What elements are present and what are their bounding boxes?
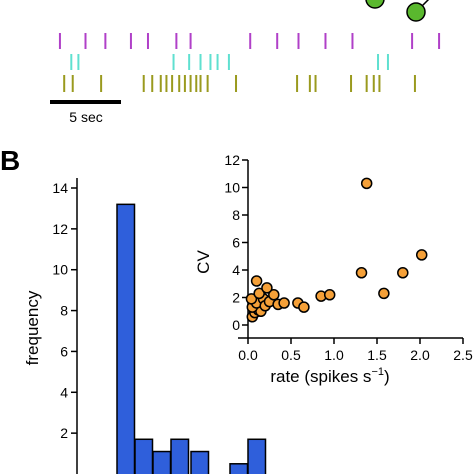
scatter-y-tick-label: 2 — [232, 290, 240, 306]
scatter-chart: 0 2 4 6 8 10 12 0.0 0.5 1.0 1.5 2.0 2.5 — [224, 152, 473, 363]
scatter-point — [268, 289, 280, 301]
scatter-x-tick-label: 2.5 — [453, 347, 473, 363]
scatter-point — [261, 282, 273, 294]
scatter-point — [415, 249, 428, 261]
scatter-y-tick-label: 0 — [232, 317, 240, 333]
histogram-y-tick-label: 10 — [52, 262, 68, 278]
spike-raster — [58, 33, 441, 92]
green-circle — [406, 2, 426, 22]
histogram-y-tick-label: 12 — [52, 221, 68, 237]
histogram-bar — [170, 438, 190, 474]
histogram-bar — [152, 450, 172, 474]
scatter-y-tick-label: 4 — [232, 262, 240, 278]
histogram-chart: 2 4 6 8 10 12 14 — [52, 178, 267, 474]
histogram-y-tick-label: 8 — [60, 303, 68, 319]
scatter-point — [360, 177, 373, 190]
histogram-bar — [134, 438, 154, 474]
histogram-y-tick-label: 4 — [60, 384, 68, 400]
histogram-y-label: frequency — [23, 290, 42, 365]
scatter-x-tick-label: 1.5 — [367, 347, 387, 363]
scatter-point — [253, 287, 265, 300]
scatter-x-tick-label: 2.0 — [410, 347, 430, 363]
scatter-point — [323, 289, 336, 301]
scatter-point — [378, 287, 390, 300]
histogram-bar — [229, 463, 249, 474]
histogram-y-tick-label: 14 — [52, 180, 68, 196]
scatter-x-label-exponent: −1 — [371, 366, 384, 378]
scatter-y-tick-label: 8 — [232, 207, 240, 223]
scatter-x-tick-label: 1.0 — [324, 347, 344, 363]
scatter-x-tick-label: 0.5 — [281, 347, 301, 363]
panel-label-b: B — [0, 145, 20, 176]
scatter-y-label: CV — [194, 250, 213, 274]
scatter-point — [397, 267, 409, 279]
histogram-bar — [247, 438, 267, 474]
histogram-bar — [190, 450, 210, 474]
scatter-x-label: rate (spikes s−1) — [270, 366, 389, 386]
scatter-point — [250, 275, 263, 287]
histogram-bar — [116, 203, 136, 474]
scatter-y-tick-label: 6 — [232, 235, 240, 251]
scatter-x-tick-label: 0.0 — [238, 347, 258, 363]
scale-bar-label: 5 sec — [69, 109, 102, 125]
scatter-point — [278, 297, 290, 309]
legend-circles — [365, 0, 430, 22]
green-circle — [365, 0, 385, 9]
scatter-y-tick-label: 10 — [224, 180, 240, 196]
histogram-y-tick-label: 2 — [60, 425, 68, 441]
scatter-y-tick-label: 12 — [224, 152, 240, 168]
scatter-point — [298, 301, 310, 313]
scatter-point — [245, 293, 258, 305]
histogram-y-tick-label: 6 — [60, 343, 68, 359]
scatter-point — [355, 267, 368, 279]
